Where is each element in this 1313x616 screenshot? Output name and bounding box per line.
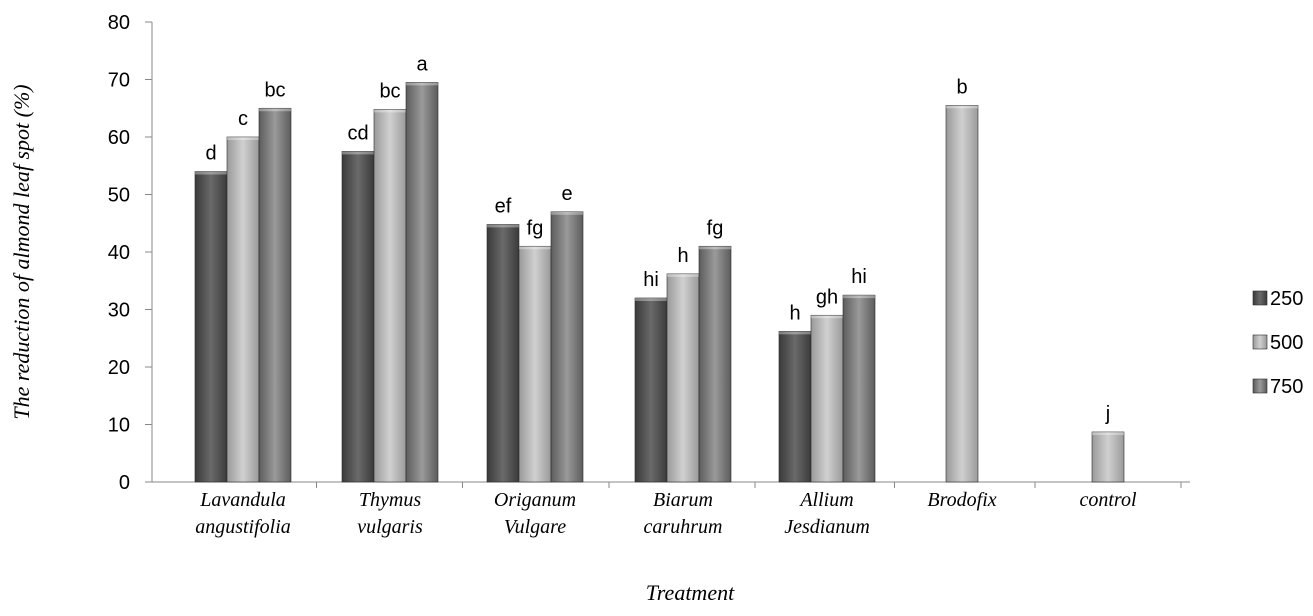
bar-cap — [667, 273, 699, 277]
bar-label: h — [789, 302, 800, 324]
bar-label: d — [205, 143, 216, 165]
y-tick-label: 50 — [108, 185, 130, 207]
x-tick-label: Lavandula angustifolia — [195, 489, 291, 538]
bar-label: c — [238, 108, 248, 130]
bar-cap — [374, 109, 406, 113]
bar-250 — [194, 171, 228, 483]
x-tick-label-line: Allium — [798, 489, 853, 511]
x-axis-title: Treatment — [646, 580, 735, 605]
x-tick-label-line: Biarum — [653, 489, 713, 511]
bar-label: gh — [816, 286, 838, 308]
bar-cap — [811, 315, 843, 319]
x-tick-label: Biarum caruhrum — [644, 489, 723, 538]
bar-500 — [810, 314, 844, 483]
bar-250 — [341, 151, 375, 483]
legend-swatch-750 — [1252, 378, 1268, 394]
x-tick-label-line: Origanum — [494, 489, 576, 511]
bar-cap — [699, 246, 731, 250]
x-tick-label: Origanum Vulgare — [494, 489, 576, 538]
y-tick-label: 80 — [108, 12, 130, 34]
x-tick-label-line: Lavandula — [199, 489, 286, 511]
bar-label: b — [956, 76, 967, 98]
bar-500 — [945, 105, 979, 483]
x-tick-label-line: Brodofix — [927, 489, 996, 511]
bar-label: e — [561, 183, 572, 205]
y-tick-label: 20 — [108, 357, 130, 379]
x-tick-label: Brodofix — [927, 489, 996, 511]
bar-label: hi — [643, 269, 659, 291]
bar-cap — [519, 246, 551, 250]
bar-cap — [843, 295, 875, 299]
bar-cap — [946, 105, 978, 109]
x-tick-label: Thymus vulgaris — [357, 489, 423, 538]
bar-750 — [698, 245, 732, 483]
bar-cap — [779, 331, 811, 335]
bar-cap — [1092, 431, 1124, 435]
bar-cap — [551, 211, 583, 215]
bar-label: ef — [495, 195, 512, 217]
y-tick-label: 30 — [108, 300, 130, 322]
bar-label: fg — [527, 217, 544, 239]
bar-cap — [487, 224, 519, 228]
bar-label: hi — [851, 266, 867, 288]
y-tick-label: 60 — [108, 127, 130, 149]
bar-500 — [226, 136, 260, 483]
bar-750 — [842, 294, 876, 483]
bar-label: fg — [707, 217, 724, 239]
bar-250 — [778, 331, 812, 483]
y-tick-labels: 0 10 20 30 40 50 60 70 80 — [108, 12, 130, 494]
x-tick-labels: Lavandula angustifolia Thymus vulgaris Origa… — [195, 489, 1137, 538]
x-tick-label: Allium Jesdianum — [784, 489, 870, 538]
bar-label: bc — [379, 80, 400, 102]
legend-label: 750 — [1270, 376, 1303, 398]
bar-label: cd — [347, 122, 368, 144]
x-tick-label-line: caruhrum — [644, 516, 723, 538]
bar-cap — [259, 108, 291, 112]
legend-swatch-500 — [1252, 334, 1268, 350]
bar-500 — [666, 273, 700, 483]
x-tick-label-line: control — [1079, 489, 1136, 511]
y-tick-label: 40 — [108, 242, 130, 264]
x-tick-label-line: angustifolia — [195, 516, 291, 538]
legend-label: 500 — [1270, 332, 1303, 354]
bar-750 — [258, 107, 292, 483]
y-tick-label: 0 — [119, 472, 130, 494]
bar-label: a — [416, 53, 428, 75]
legend-swatch-250 — [1252, 290, 1268, 306]
bar-cap — [195, 171, 227, 175]
x-tick-label-line: Thymus — [359, 489, 421, 511]
bar-cap — [342, 151, 374, 155]
bar-750 — [405, 82, 439, 483]
bar-label: h — [677, 245, 688, 267]
bar-cap — [406, 82, 438, 86]
y-tick-label: 10 — [108, 415, 130, 437]
legend-label: 250 — [1270, 288, 1303, 310]
y-axis-title: The reduction of almond leaf spot (%) — [9, 84, 34, 419]
x-tick-label-line: Jesdianum — [784, 516, 870, 538]
x-tick-label: control — [1079, 489, 1136, 511]
bar-cap — [227, 137, 259, 140]
bar-750 — [550, 211, 584, 483]
bar-250 — [634, 297, 668, 483]
bar-label: bc — [264, 79, 285, 101]
legend: 250 500 750 — [1252, 288, 1303, 398]
bar-cap — [635, 298, 667, 301]
y-tick-label: 70 — [108, 70, 130, 92]
bar-500 — [1091, 431, 1125, 483]
bar-500 — [518, 245, 552, 483]
bar-250 — [486, 224, 520, 483]
bars — [194, 82, 1125, 483]
bar-label: j — [1105, 403, 1110, 425]
x-tick-label-line: Vulgare — [504, 516, 566, 538]
bar-500 — [373, 109, 407, 483]
x-tick-label-line: vulgaris — [357, 516, 423, 538]
